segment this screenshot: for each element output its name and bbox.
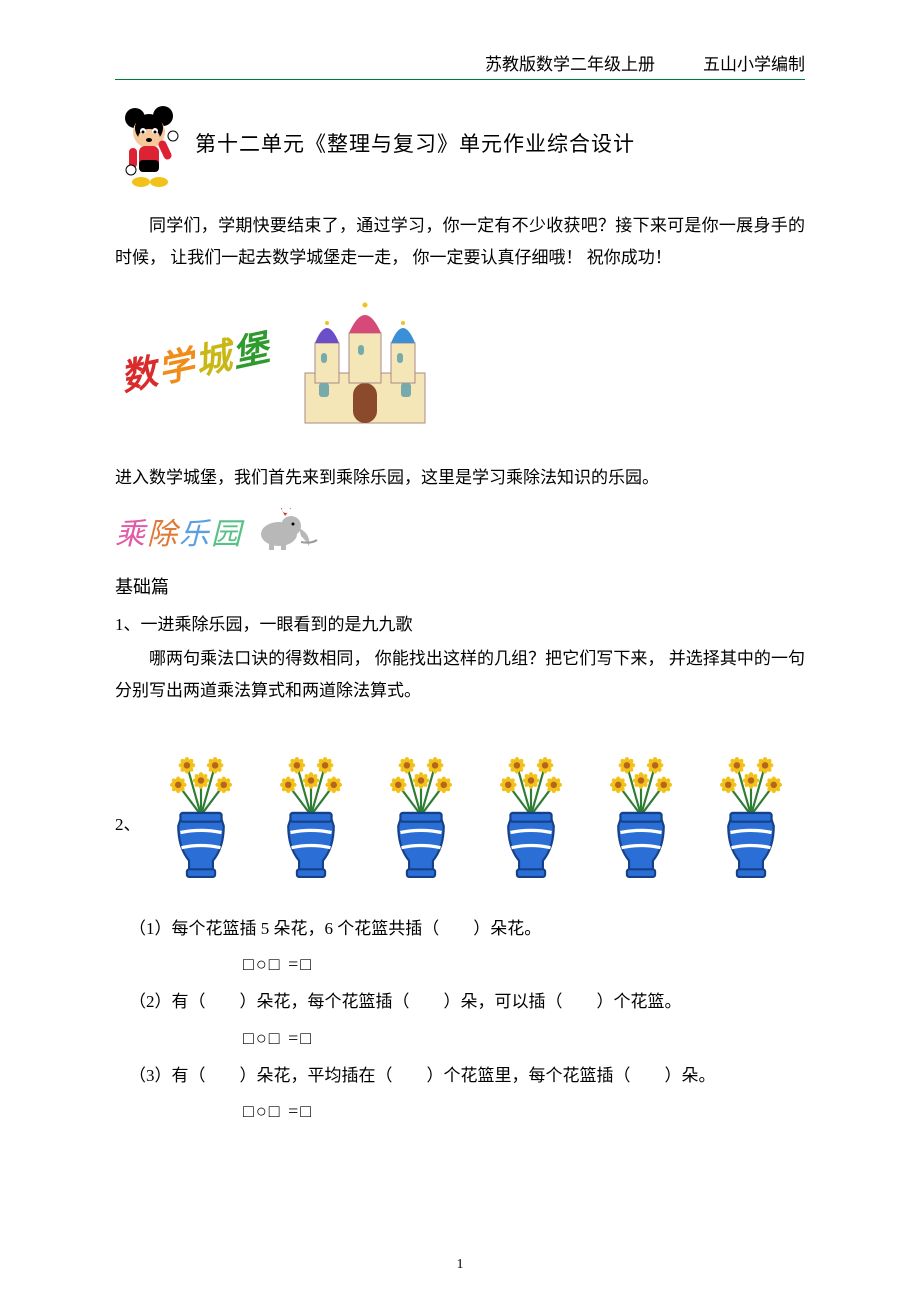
rainbow-char-2: 除 [147,518,179,551]
unit-title: 第十二单元《整理与复习》单元作业综合设计 [195,128,635,158]
vase-icon [267,748,355,878]
rainbow-wordart: 乘除乐园 [115,509,243,553]
q2-eq2: □○□ =□ [243,1020,805,1058]
vase [707,748,795,883]
q2-sub3: （3）有（ ）朵花，平均插在（ ）个花篮里，每个花篮插（ ）朵。 [129,1058,805,1094]
q2-label: 2、 [115,810,141,835]
vase-icon [597,748,685,878]
section-heading: 基础篇 [115,573,805,599]
rainbow-row: 乘除乐园 [115,504,805,559]
title-row: 第十二单元《整理与复习》单元作业综合设计 [115,98,805,188]
castle-intro-text: 进入数学城堡，我们首先来到乘除乐园，这里是学习乘除法知识的乐园。 [115,462,805,494]
q2-sub1: （1）每个花篮插 5 朵花，6 个花篮共插（ ）朵花。 [129,911,805,947]
page-number: 1 [0,1257,920,1273]
rainbow-char-4: 园 [211,518,243,551]
q2-row: 2、 [115,748,805,883]
vase [157,748,245,883]
q1-line2: 哪两句乘法口诀的得数相同， 你能找出这样的几组？把它们写下来， 并选择其中的一句… [115,643,805,708]
elephant-icon [251,504,321,559]
q2-sub2: （2）有（ ）朵花，每个花篮插（ ）朵，可以插（ ）个花篮。 [129,984,805,1020]
page-header: 苏教版数学二年级上册 五山小学编制 [115,50,805,80]
castle-icon [295,283,435,438]
vase-icon [377,748,465,878]
castle-row: 数学城堡 [115,283,805,438]
wordart-char-4: 堡 [229,328,275,375]
vase [597,748,685,883]
vase-icon [157,748,245,878]
vase [267,748,355,883]
math-castle-wordart: 数学城堡 [108,302,282,417]
rainbow-char-3: 乐 [179,518,211,551]
intro-paragraph: 同学们，学期快要结束了，通过学习，你一定有不少收获吧？接下来可是你一展身手的时候… [115,210,805,275]
vase-icon [487,748,575,878]
header-book: 苏教版数学二年级上册 [485,50,655,75]
header-school: 五山小学编制 [703,50,805,75]
q2-eq3: □○□ =□ [243,1093,805,1131]
q2-eq1: □○□ =□ [243,946,805,984]
q1-line1: 1、一进乘除乐园，一眼看到的是九九歌 [115,609,805,641]
vase [487,748,575,883]
vase [377,748,465,883]
vase-icon [707,748,795,878]
rainbow-char-1: 乘 [115,518,147,551]
mickey-icon [115,98,185,188]
vases-container [157,748,806,883]
